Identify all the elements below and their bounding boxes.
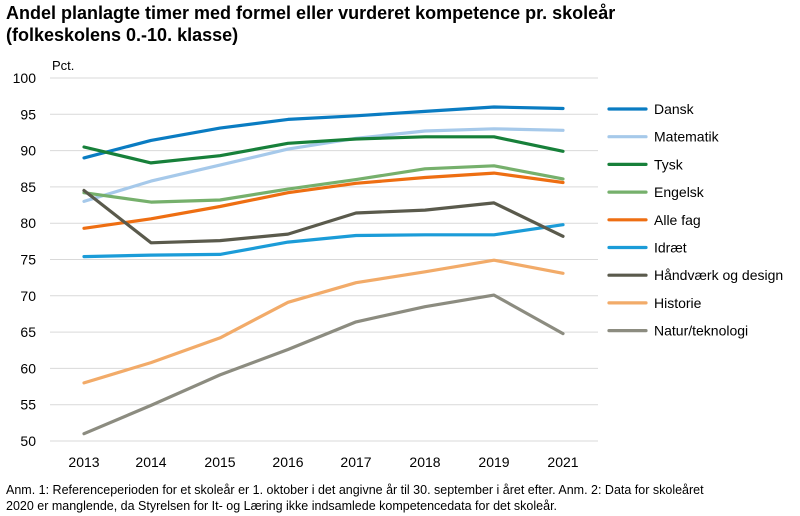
chart-title-line-2: (folkeskolens 0.-10. klasse) xyxy=(6,25,239,45)
legend-item: Alle fag xyxy=(607,212,701,228)
y-tick-label: 85 xyxy=(20,179,36,195)
y-tick-label: 55 xyxy=(20,397,36,413)
series-line xyxy=(82,188,565,245)
legend-item: Natur/teknologi xyxy=(607,323,748,339)
y-axis-label: Pct. xyxy=(52,58,74,73)
y-tick-label: 65 xyxy=(20,324,36,340)
legend-label: Alle fag xyxy=(654,212,701,228)
y-tick-label: 95 xyxy=(20,106,36,122)
series-line xyxy=(82,105,565,160)
series-lines xyxy=(82,105,565,436)
x-tick-label: 2021 xyxy=(547,454,578,470)
series-line xyxy=(82,293,565,436)
legend-label: Idræt xyxy=(654,240,687,256)
gridlines xyxy=(50,77,598,442)
y-tick-label: 75 xyxy=(20,252,36,268)
legend-item: Matematik xyxy=(607,129,720,145)
footnote: Anm. 1: Referenceperioden for et skoleår… xyxy=(6,482,796,514)
y-tick-label: 90 xyxy=(20,143,36,159)
chart-title: Andel planlagte timer med formel eller v… xyxy=(6,2,796,46)
footnote-line-1: Anm. 1: Referenceperioden for et skoleår… xyxy=(6,483,704,497)
legend: Dansk Matematik Tysk Engelsk Alle fag Idræt Hå… xyxy=(607,101,783,339)
legend-label: Håndværk og design xyxy=(654,267,783,283)
legend-item: Håndværk og design xyxy=(607,267,783,283)
series-line xyxy=(82,135,565,165)
series-line xyxy=(82,171,565,230)
x-tick-label: 2016 xyxy=(272,454,303,470)
line-chart: 50 55 60 65 70 75 80 85 90 95 100 2013 2014 2015 2016… xyxy=(13,58,784,470)
x-axis-ticks: 2013 2014 2015 2016 2017 2018 2019 2021 xyxy=(68,454,578,470)
legend-label: Tysk xyxy=(654,156,684,172)
y-tick-label: 70 xyxy=(20,288,36,304)
x-tick-label: 2019 xyxy=(478,454,509,470)
legend-label: Natur/teknologi xyxy=(654,323,748,339)
footnote-line-2: 2020 er manglende, da Styrelsen for It- … xyxy=(6,499,558,513)
y-tick-label: 80 xyxy=(20,215,36,231)
series-line xyxy=(82,258,565,385)
y-tick-label: 50 xyxy=(20,433,36,449)
x-tick-label: 2013 xyxy=(68,454,99,470)
series-line xyxy=(82,223,565,259)
x-tick-label: 2017 xyxy=(340,454,371,470)
x-tick-label: 2014 xyxy=(135,454,166,470)
legend-item: Dansk xyxy=(607,101,695,117)
x-tick-label: 2018 xyxy=(409,454,440,470)
chart-title-line-1: Andel planlagte timer med formel eller v… xyxy=(6,3,616,23)
legend-label: Engelsk xyxy=(654,184,705,200)
legend-item: Historie xyxy=(607,295,702,311)
legend-label: Matematik xyxy=(654,129,720,145)
legend-item: Idræt xyxy=(607,240,687,256)
legend-label: Dansk xyxy=(654,101,695,117)
series-line xyxy=(82,164,565,204)
x-tick-label: 2015 xyxy=(204,454,235,470)
y-tick-label: 100 xyxy=(13,70,37,86)
y-tick-label: 60 xyxy=(20,360,36,376)
y-axis-ticks: 50 55 60 65 70 75 80 85 90 95 100 xyxy=(13,70,37,449)
series-line xyxy=(82,127,565,203)
legend-item: Engelsk xyxy=(607,184,705,200)
legend-label: Historie xyxy=(654,295,702,311)
legend-item: Tysk xyxy=(607,156,684,172)
